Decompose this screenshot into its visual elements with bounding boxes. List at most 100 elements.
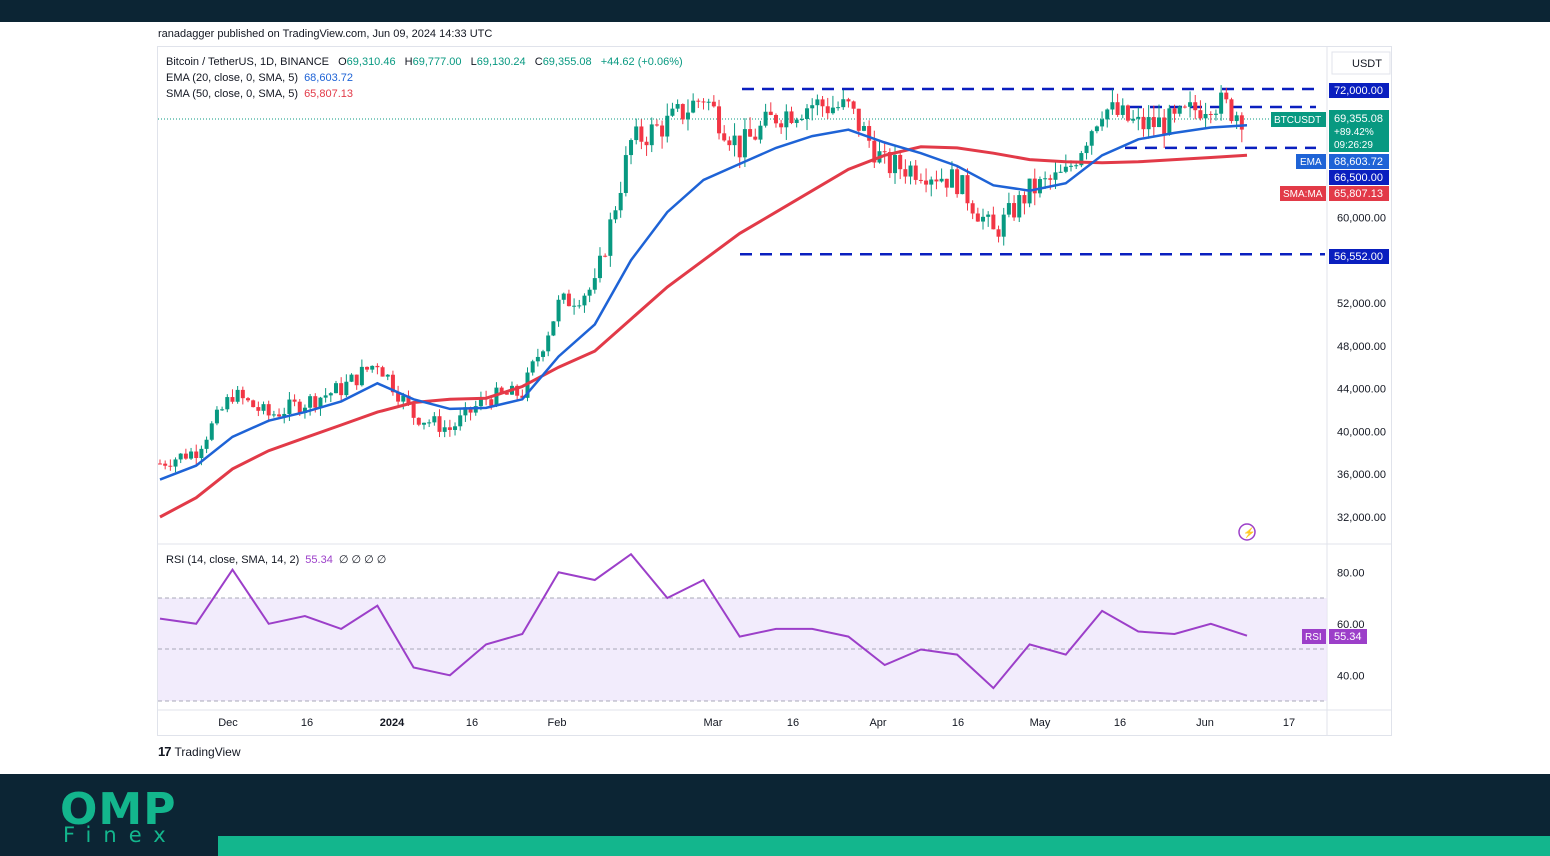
- candle-body: [1120, 105, 1125, 115]
- candle-body: [1136, 116, 1141, 119]
- time-tick-label: 2024: [380, 717, 405, 729]
- candle-body: [339, 383, 344, 396]
- candle-body: [1162, 117, 1167, 135]
- candle-body: [603, 255, 608, 257]
- chart-svg[interactable]: 32,000.00 36,000.00 40,000.00 44,000.00 48,0…: [0, 0, 1550, 774]
- candle-body: [1219, 92, 1224, 114]
- level-lines: [740, 87, 1325, 256]
- candle-body: [1006, 203, 1011, 215]
- candle-body: [209, 423, 214, 440]
- candle-body: [882, 151, 887, 153]
- candle-body: [732, 135, 737, 146]
- candle-body: [308, 396, 313, 408]
- candle-body: [1239, 115, 1244, 130]
- candle-body: [872, 140, 877, 163]
- price-tick-label: 36,000.00: [1337, 469, 1386, 481]
- lightning-icon[interactable]: [1238, 523, 1256, 541]
- candle-body: [1012, 203, 1017, 218]
- candle-body: [318, 397, 323, 408]
- candle-body: [556, 299, 561, 322]
- candle-body: [799, 118, 804, 120]
- candle-body: [706, 101, 711, 103]
- candle-body: [1022, 195, 1027, 204]
- candle-body: [1146, 117, 1151, 130]
- currency-box[interactable]: [1331, 51, 1391, 75]
- candle-body: [411, 403, 416, 418]
- candle-body: [773, 114, 778, 124]
- candle-body: [893, 154, 898, 174]
- rsi-axis-ticks: 40.00 60.00 80.00: [1337, 567, 1365, 682]
- candle-body: [1193, 102, 1198, 111]
- candle-body: [478, 398, 483, 407]
- candle-body: [494, 387, 499, 406]
- candle-body: [1151, 117, 1156, 128]
- candle-body: [991, 214, 996, 230]
- candle-body: [437, 416, 442, 432]
- time-tick-label: 16: [787, 717, 799, 729]
- candle-body: [592, 278, 597, 290]
- candle-body: [292, 399, 297, 402]
- tradingview-logo[interactable]: 17 TradingView: [158, 744, 241, 759]
- candle-body: [230, 397, 235, 402]
- candle-body: [220, 409, 225, 411]
- candle-body: [1089, 131, 1094, 146]
- candle-body: [359, 366, 364, 386]
- candle-body: [810, 105, 815, 109]
- candle-body: [396, 392, 401, 402]
- candle-body: [1017, 195, 1022, 218]
- candle-body: [380, 367, 385, 377]
- candle-body: [1053, 172, 1058, 180]
- candle-body: [711, 101, 716, 107]
- candle-body: [349, 374, 354, 382]
- candle-body: [970, 203, 975, 214]
- candle-body: [929, 179, 934, 185]
- candle-body: [815, 99, 820, 106]
- candle-body: [623, 155, 628, 193]
- candle-body: [1074, 165, 1079, 167]
- candle-body: [168, 465, 173, 467]
- candle-body: [846, 99, 851, 102]
- candle-body: [691, 100, 696, 113]
- candle-body: [727, 140, 732, 146]
- candle-body: [271, 414, 276, 416]
- candle-body: [789, 111, 794, 124]
- candle-body: [779, 123, 784, 128]
- finex-logo: Finex: [63, 823, 178, 847]
- candle-body: [1188, 102, 1193, 107]
- symbol-tag-text: BTCUSDT: [1274, 115, 1321, 126]
- candle-body: [282, 413, 287, 417]
- candle-body: [541, 351, 546, 357]
- candle-body: [670, 108, 675, 116]
- candle-body: [737, 135, 742, 158]
- candle-body: [235, 389, 240, 402]
- candle-body: [489, 399, 494, 406]
- candle-body: [696, 100, 701, 102]
- candle-body: [561, 293, 566, 300]
- candle-body: [416, 417, 421, 425]
- candle-body: [830, 107, 835, 114]
- candle-body: [618, 192, 623, 211]
- price-tick-label: 52,000.00: [1337, 298, 1386, 310]
- candle-body: [442, 427, 447, 432]
- candle-body: [158, 463, 162, 465]
- symbol-tag: [1271, 112, 1326, 127]
- candle-body: [644, 141, 649, 146]
- candle-body: [867, 126, 872, 141]
- ema-price-text: 68,603.72: [1334, 156, 1383, 168]
- ema-tag-text: EMA: [1300, 157, 1322, 168]
- rsi-value-tag: [1329, 629, 1367, 644]
- ema-tag: [1296, 154, 1326, 169]
- candle-body: [1110, 102, 1115, 110]
- candle-body: [753, 136, 758, 140]
- rsi-tag: [1302, 629, 1326, 644]
- candle-body: [354, 374, 359, 386]
- candle-body: [820, 99, 825, 107]
- candle-body: [1032, 178, 1037, 194]
- candle-body: [194, 451, 199, 459]
- price-tick-label: 44,000.00: [1337, 384, 1386, 396]
- candle-body: [390, 374, 395, 393]
- candle-body: [453, 426, 458, 430]
- candle-body: [613, 210, 618, 220]
- candle-body: [841, 99, 846, 108]
- candle-body: [577, 305, 582, 307]
